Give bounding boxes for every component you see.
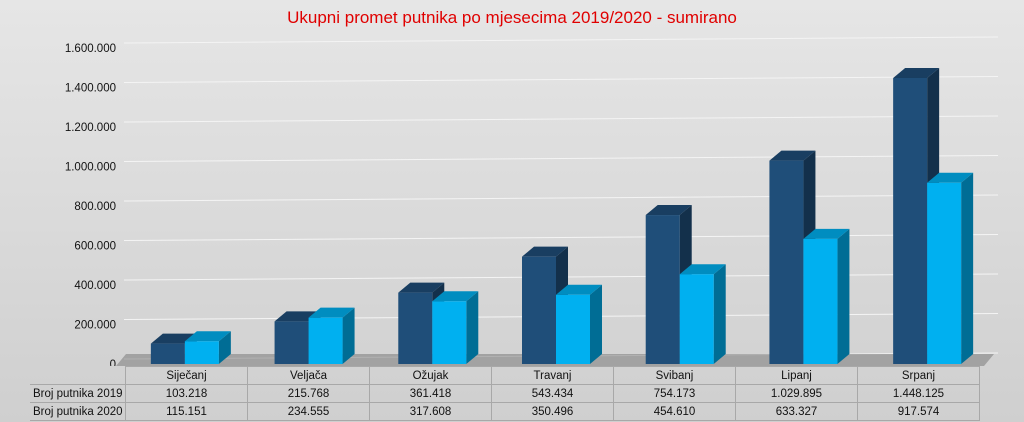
chart-title: Ukupni promet putnika po mjesecima 2019/… bbox=[287, 8, 737, 27]
series-name: Broj putnika 2020 bbox=[30, 402, 126, 421]
bar-side bbox=[713, 264, 726, 364]
category-label: Srpanj bbox=[857, 366, 980, 385]
data-label: 454.610 bbox=[613, 402, 736, 421]
bars bbox=[150, 67, 974, 365]
y-tick-label: 1.400.000 bbox=[65, 83, 116, 95]
table-header-row: Siječanj Veljača Ožujak Travanj Svibanj Lipan… bbox=[30, 366, 980, 385]
bar bbox=[184, 331, 231, 364]
bar-top bbox=[893, 67, 940, 78]
y-tick-label: 1.200.000 bbox=[65, 122, 116, 134]
bar-front bbox=[893, 77, 928, 365]
category-label: Siječanj bbox=[125, 366, 248, 385]
gridline bbox=[123, 36, 999, 44]
bar-top bbox=[556, 284, 602, 295]
data-label: 1.029.895 bbox=[735, 384, 858, 403]
y-axis-ticks: 0 200.000 400.000 600.000 800.000 1.000.000 1.… bbox=[65, 43, 116, 366]
table-corner bbox=[30, 367, 126, 385]
bar bbox=[432, 291, 479, 364]
category-label: Ožujak bbox=[369, 366, 492, 385]
bar-front bbox=[556, 294, 590, 364]
data-label: 215.768 bbox=[247, 384, 370, 403]
data-label: 115.151 bbox=[125, 402, 248, 421]
data-label: 543.434 bbox=[491, 384, 614, 403]
data-table: Siječanj Veljača Ožujak Travanj Svibanj Lipan… bbox=[30, 366, 980, 421]
bar-top bbox=[769, 150, 816, 161]
bar-side bbox=[590, 284, 602, 364]
bar-front bbox=[679, 274, 714, 364]
bar-side bbox=[342, 307, 355, 364]
category-label: Veljača bbox=[247, 366, 370, 385]
data-label: 350.496 bbox=[491, 402, 614, 421]
y-tick-label: 800.000 bbox=[74, 201, 116, 213]
bar-front bbox=[150, 343, 185, 364]
bar-top bbox=[398, 282, 445, 293]
bar-top bbox=[522, 246, 568, 257]
y-tick-label: 200.000 bbox=[74, 320, 116, 332]
bar-front bbox=[274, 321, 309, 364]
bar-side bbox=[961, 172, 974, 364]
bar-top bbox=[645, 205, 692, 216]
bar bbox=[927, 172, 974, 364]
data-label: 1.448.125 bbox=[857, 384, 980, 403]
gridline bbox=[123, 115, 999, 123]
gridline bbox=[123, 155, 999, 162]
bar-top bbox=[679, 264, 726, 275]
y-tick-label: 1.000.000 bbox=[65, 162, 116, 174]
data-label: 103.218 bbox=[125, 384, 248, 403]
bar-top bbox=[432, 291, 479, 302]
category-label: Svibanj bbox=[613, 366, 736, 385]
gridline bbox=[123, 234, 999, 241]
bar-front bbox=[927, 182, 962, 364]
bar-front bbox=[803, 238, 838, 364]
bar-front bbox=[522, 256, 556, 364]
bar-front bbox=[308, 317, 343, 364]
y-tick-label: 400.000 bbox=[74, 280, 116, 292]
bar bbox=[803, 228, 850, 364]
bar-front bbox=[769, 160, 804, 364]
data-label: 234.555 bbox=[247, 402, 370, 421]
bar-front bbox=[645, 215, 680, 364]
data-label: 917.574 bbox=[857, 402, 980, 421]
table-row: Broj putnika 2020 115.151 234.555 317.608 35… bbox=[30, 402, 980, 421]
bar-side bbox=[466, 291, 479, 364]
category-label: Lipanj bbox=[735, 366, 858, 385]
bar-top bbox=[184, 331, 231, 342]
bar-top bbox=[927, 172, 974, 183]
data-label: 633.327 bbox=[735, 402, 858, 421]
data-label: 317.608 bbox=[369, 402, 492, 421]
bar-front bbox=[432, 301, 467, 364]
bar bbox=[679, 264, 726, 364]
y-tick-label: 1.600.000 bbox=[65, 43, 116, 55]
gridline bbox=[123, 76, 999, 83]
gridline bbox=[123, 194, 999, 202]
bar-front bbox=[184, 341, 219, 364]
bar-front bbox=[398, 292, 433, 364]
y-tick-label: 0 bbox=[110, 359, 116, 366]
table-row: Broj putnika 2019 103.218 215.768 361.418 54… bbox=[30, 384, 980, 403]
bar-chart: 0 200.000 400.000 600.000 800.000 1.000.000 1.… bbox=[65, 36, 999, 366]
bar-top bbox=[803, 228, 850, 239]
y-tick-label: 600.000 bbox=[74, 241, 116, 253]
bar bbox=[308, 307, 355, 364]
bar-side bbox=[218, 331, 231, 364]
bar-side bbox=[837, 228, 850, 364]
series-name: Broj putnika 2019 bbox=[30, 384, 126, 403]
bar-top bbox=[308, 307, 355, 318]
bar bbox=[556, 284, 602, 364]
data-label: 754.173 bbox=[613, 384, 736, 403]
category-label: Travanj bbox=[491, 366, 614, 385]
data-label: 361.418 bbox=[369, 384, 492, 403]
